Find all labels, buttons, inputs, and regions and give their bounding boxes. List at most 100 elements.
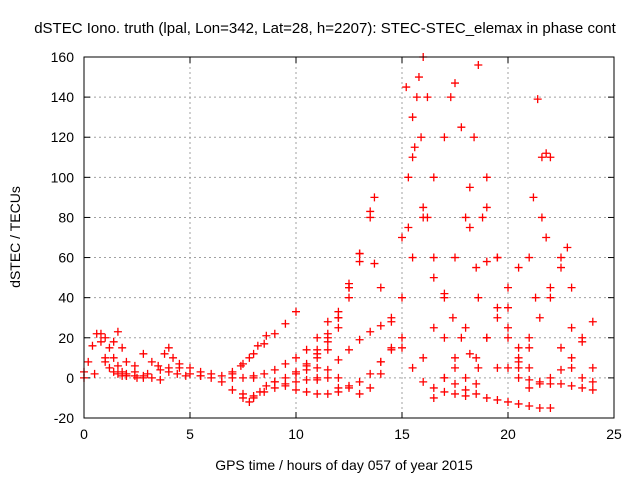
data-point [186,363,194,372]
y-axis-label: dSTEC / TECUs [7,186,23,288]
data-point [281,359,290,368]
data-point [514,399,523,408]
data-point [260,387,269,396]
data-series [440,373,555,412]
data-point [525,333,534,342]
data-point [457,333,466,342]
data-point [493,313,502,322]
data-point [245,353,254,362]
data-point [578,373,587,382]
data-point [474,363,483,372]
data-point [525,343,534,352]
data-point [504,333,512,342]
data-series [249,317,332,382]
data-point [482,393,491,402]
data-point [567,353,576,362]
data-point [387,343,396,352]
x-tick-label: 5 [186,426,194,442]
data-series [302,207,375,374]
data-point [419,203,428,212]
data-point [525,363,534,372]
x-tick-label: 10 [288,426,304,442]
data-point [546,153,555,162]
data-point [239,359,247,368]
data-point [440,387,449,396]
data-series [408,79,502,372]
data-point [404,173,413,182]
data-point [156,375,165,384]
data-point [313,333,322,342]
data-point [451,363,459,372]
data-point [557,343,565,352]
data-series [313,193,379,372]
data-series [292,249,364,378]
data-point [578,337,587,346]
data-point [440,293,449,302]
data-point [440,373,449,382]
data-point [173,369,182,378]
data-point [423,93,432,102]
data-point [474,61,483,70]
y-tick-label: 20 [58,330,74,346]
data-point [334,313,343,322]
data-point [249,373,258,382]
data-point [147,357,156,366]
y-tick-label: 160 [51,49,75,65]
data-point [440,133,449,142]
data-point [334,355,343,364]
data-point [96,337,105,346]
data-point [542,233,551,242]
data-point [334,373,343,382]
data-point [525,383,534,392]
data-point [557,263,565,272]
data-point [557,379,565,388]
data-point [207,373,216,382]
data-point [334,323,343,332]
data-point [345,283,353,292]
data-point [567,381,576,390]
data-point [429,393,438,402]
data-point [493,303,502,312]
data-point [563,243,572,252]
data-point [525,375,534,384]
data-point [525,253,534,262]
y-tick-label: 60 [58,250,74,266]
data-point [84,357,93,366]
data-point [292,369,300,378]
data-point [410,143,419,152]
data-point [535,403,544,412]
data-point [482,333,491,342]
data-point [281,319,290,328]
data-point [474,293,483,302]
y-tick-label: 120 [51,129,75,145]
data-point [133,373,141,382]
axis-ticks: 0 5 10 15 20 25 -20 0 20 40 60 80 100 120 140 160 [51,49,622,442]
data-point [281,381,290,390]
x-tick-label: 25 [606,426,622,442]
data-series [313,321,385,382]
data-point [366,369,375,378]
data-point [345,293,353,302]
data-point [139,349,148,358]
data-point [537,213,546,222]
y-tick-label: 140 [51,89,75,105]
data-point [376,357,385,366]
data-point [313,353,322,362]
grid [84,57,614,418]
data-point [542,149,551,158]
data-series [228,307,300,376]
data-point [366,383,375,392]
data-point [537,153,546,162]
data-point [376,369,385,378]
data-point [236,361,245,370]
data-point [429,253,438,262]
data-point [514,357,523,366]
data-point [281,373,290,382]
data-series [334,333,406,392]
x-axis-label: GPS time / hours of day 057 of year 2015 [215,457,473,473]
data-point [118,343,127,352]
data-series [429,203,534,402]
data-series [270,377,353,398]
data-point [451,379,459,388]
